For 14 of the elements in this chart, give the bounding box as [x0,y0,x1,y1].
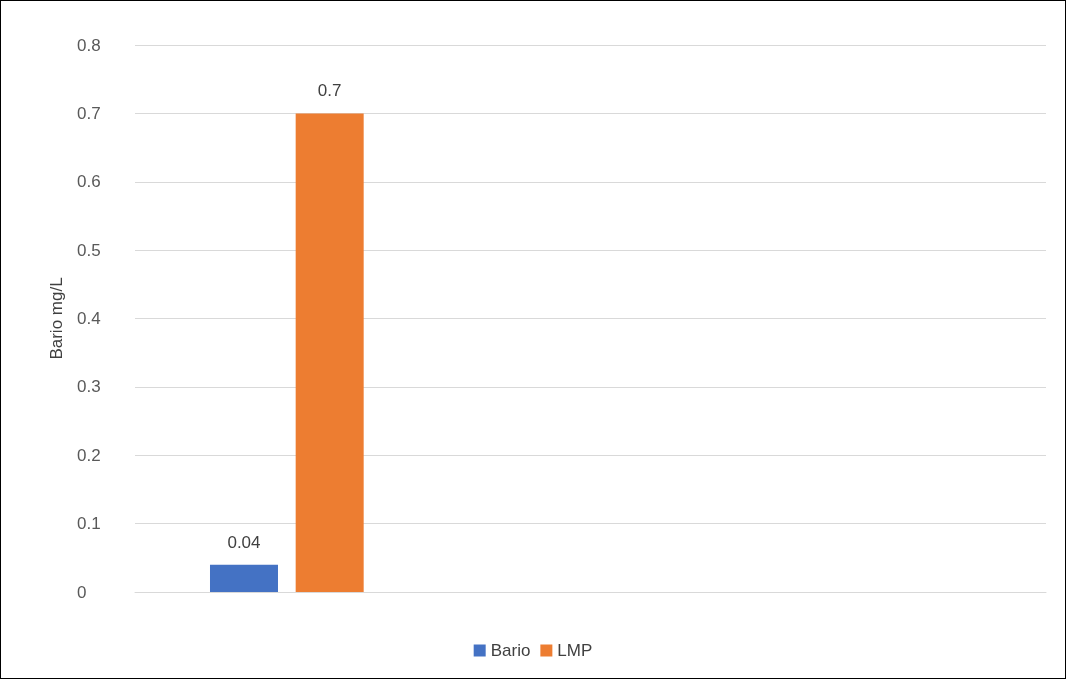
y-tick-label: 0.4 [77,309,101,328]
data-label: 0.04 [227,532,261,552]
legend-label: LMP [557,641,593,660]
y-tick-label: 0.7 [77,103,101,123]
y-tick-label: 0.1 [77,514,101,534]
data-label: 0.7 [317,81,342,101]
legend-label: Bario [490,641,531,660]
y-tick-label: 0 [77,582,87,602]
y-tick-label: 0.5 [77,240,101,260]
y-tick-label: 0.3 [77,377,101,397]
y-tick-label: 0.8 [77,35,101,55]
y-tick-label: 0.6 [77,172,101,192]
y-tick-label: 0.2 [77,445,101,465]
y-axis-title: Bario mg/L [47,277,66,360]
